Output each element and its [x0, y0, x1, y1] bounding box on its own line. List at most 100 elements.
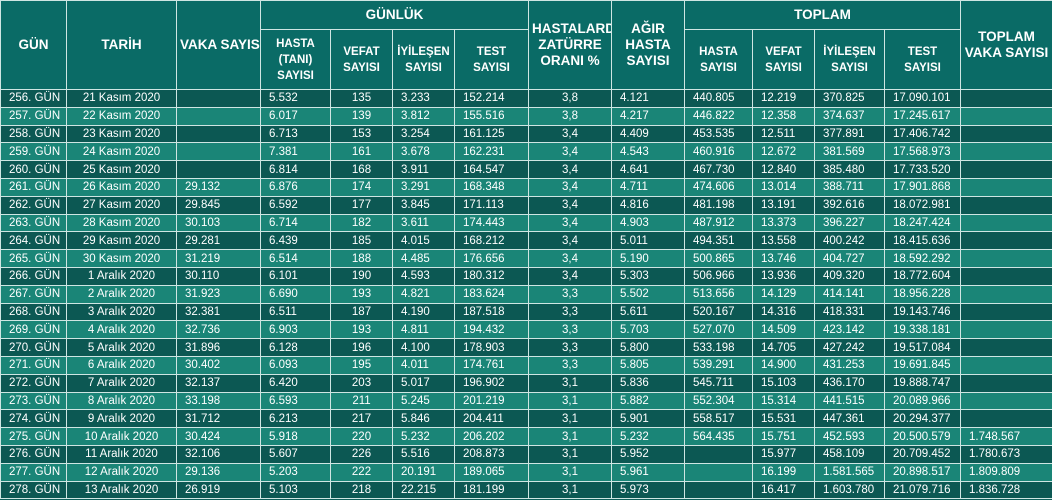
table-row: 262. GÜN 27 Kasım 2020 29.845 6.592 177 3.845…: [0, 195, 1052, 215]
cell-total-recovered: 423.142: [814, 320, 885, 340]
cell-day: 261. GÜN: [0, 177, 67, 197]
cell-total-test: 18.072.981: [884, 195, 961, 215]
cell-test-count: 189.065: [454, 462, 529, 482]
table-row: 276. GÜN 11 Aralık 2020 32.106 5.607 226 5.51…: [0, 444, 1052, 464]
cell-total-case: [960, 89, 1052, 108]
cell-death-count: 188: [330, 249, 393, 268]
header-toplam-iyilesen: İYİLEŞEN SAYISI: [814, 29, 885, 90]
cell-recovered-count: 3.233: [392, 89, 455, 108]
cell-case-count: 32.106: [176, 444, 261, 464]
cell-total-patient: 440.805: [684, 89, 753, 108]
cell-total-death: 16.199: [752, 462, 815, 482]
cell-death-count: 174: [330, 177, 393, 197]
cell-recovered-count: 4.821: [392, 284, 455, 304]
cell-test-count: 194.432: [454, 320, 529, 340]
cell-case-count: 30.103: [176, 213, 261, 233]
cell-total-test: 18.415.636: [884, 231, 961, 251]
cell-pneumonia-rate: 3,4: [528, 231, 612, 251]
cell-total-test: 19.517.084: [884, 338, 961, 357]
table-row: 264. GÜN 29 Kasım 2020 29.281 6.439 185 4.015…: [0, 231, 1052, 251]
table-row: 257. GÜN 22 Kasım 2020 6.017 139 3.812 155.51…: [0, 106, 1052, 126]
cell-total-recovered: 427.242: [814, 338, 885, 357]
cell-death-count: 139: [330, 106, 393, 126]
cell-total-death: 13.191: [752, 195, 815, 215]
cell-day: 270. GÜN: [0, 338, 67, 357]
cell-test-count: 155.516: [454, 106, 529, 126]
header-toplam: TOPLAM: [684, 0, 961, 30]
header-toplam-hasta: HASTA SAYISI: [684, 29, 753, 90]
cell-total-test: 17.406.742: [884, 124, 961, 144]
cell-total-recovered: 418.331: [814, 302, 885, 322]
header-toplam-vefat: VEFAT SAYISI: [752, 29, 815, 90]
cell-pneumonia-rate: 3,4: [528, 213, 612, 233]
cell-pneumonia-rate: 3,1: [528, 444, 612, 464]
cell-total-case: [960, 106, 1052, 126]
cell-date: 8 Aralık 2020: [66, 391, 177, 411]
table-row: 273. GÜN 8 Aralık 2020 33.198 6.593 211 5.245…: [0, 391, 1052, 411]
cell-death-count: 217: [330, 409, 393, 429]
cell-recovered-count: 5.232: [392, 427, 455, 446]
cell-test-count: 178.903: [454, 338, 529, 357]
cell-date: 7 Aralık 2020: [66, 373, 177, 393]
cell-patient-count: 6.713: [260, 124, 331, 144]
cell-date: 1 Aralık 2020: [66, 266, 177, 286]
cell-death-count: 222: [330, 462, 393, 482]
cell-total-death: 15.751: [752, 427, 815, 446]
cell-date: 23 Kasım 2020: [66, 124, 177, 144]
cell-total-case: [960, 391, 1052, 411]
cell-date: 28 Kasım 2020: [66, 213, 177, 233]
cell-case-count: [176, 160, 261, 179]
table-row: 258. GÜN 23 Kasım 2020 6.713 153 3.254 161.12…: [0, 124, 1052, 144]
cell-total-case: 1.836.728: [960, 480, 1052, 500]
cell-total-test: 19.143.746: [884, 302, 961, 322]
cell-total-case: [960, 195, 1052, 215]
cell-total-test: 18.592.292: [884, 249, 961, 268]
cell-total-recovered: 388.711: [814, 177, 885, 197]
cell-total-death: 13.558: [752, 231, 815, 251]
table-row: 274. GÜN 9 Aralık 2020 31.712 6.213 217 5.846…: [0, 409, 1052, 429]
cell-total-death: 12.219: [752, 89, 815, 108]
header-iyilesen: İYİLEŞEN SAYISI: [392, 29, 455, 90]
cell-case-count: 29.132: [176, 177, 261, 197]
cell-patient-count: 5.918: [260, 427, 331, 446]
cell-case-count: 31.219: [176, 249, 261, 268]
cell-total-death: 14.900: [752, 355, 815, 375]
cell-total-test: 21.079.716: [884, 480, 961, 500]
cell-total-patient: 552.304: [684, 391, 753, 411]
cell-day: 275. GÜN: [0, 427, 67, 446]
cell-case-count: [176, 142, 261, 162]
cell-patient-count: 7.381: [260, 142, 331, 162]
cell-patient-count: 6.101: [260, 266, 331, 286]
cell-test-count: 208.873: [454, 444, 529, 464]
cell-total-death: 15.531: [752, 409, 815, 429]
table-row: 275. GÜN 10 Aralık 2020 30.424 5.918 220 5.23…: [0, 427, 1052, 446]
cell-total-test: 17.901.868: [884, 177, 961, 197]
cell-test-count: 187.518: [454, 302, 529, 322]
cell-severe-count: 4.641: [611, 160, 685, 179]
cell-total-patient: 533.198: [684, 338, 753, 357]
cell-pneumonia-rate: 3,4: [528, 266, 612, 286]
cell-total-patient: [684, 480, 753, 500]
cell-death-count: 226: [330, 444, 393, 464]
cell-total-death: 12.840: [752, 160, 815, 179]
cell-patient-count: 6.593: [260, 391, 331, 411]
cell-day: 269. GÜN: [0, 320, 67, 340]
cell-pneumonia-rate: 3,4: [528, 142, 612, 162]
cell-date: 21 Kasım 2020: [66, 89, 177, 108]
cell-test-count: 183.624: [454, 284, 529, 304]
cell-total-test: 17.245.617: [884, 106, 961, 126]
cell-patient-count: 5.607: [260, 444, 331, 464]
cell-patient-count: 6.213: [260, 409, 331, 429]
cell-patient-count: 6.128: [260, 338, 331, 357]
cell-pneumonia-rate: 3,3: [528, 338, 612, 357]
cell-case-count: 31.923: [176, 284, 261, 304]
cell-date: 27 Kasım 2020: [66, 195, 177, 215]
cell-day: 271. GÜN: [0, 355, 67, 375]
cell-total-test: 20.709.452: [884, 444, 961, 464]
cell-day: 259. GÜN: [0, 142, 67, 162]
cell-total-test: 18.247.424: [884, 213, 961, 233]
cell-total-case: 1.748.567: [960, 427, 1052, 446]
cell-case-count: 31.712: [176, 409, 261, 429]
cell-date: 30 Kasım 2020: [66, 249, 177, 268]
